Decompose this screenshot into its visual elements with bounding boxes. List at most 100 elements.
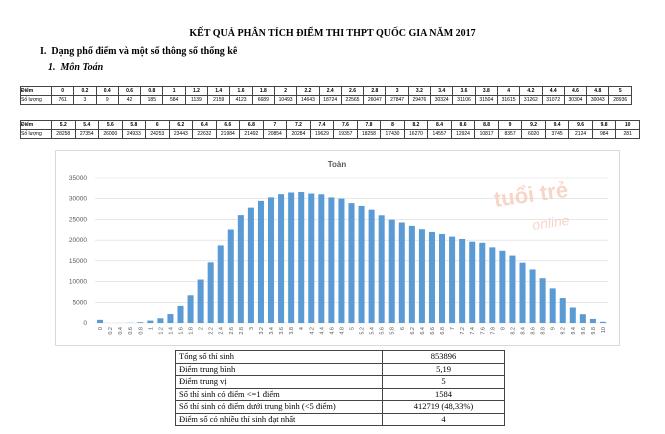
score-cell: 5.6 bbox=[98, 120, 123, 130]
score-cell: 9 bbox=[497, 120, 523, 130]
score-cell: 1.6 bbox=[229, 86, 253, 96]
score-table: Điểm 0 0.2 0.4 0.6 0.8 1 1.2 1.4 1.6 1.8 2 2.2 2.4 2.6… bbox=[20, 86, 632, 105]
x-tick-label: 5 bbox=[350, 327, 356, 330]
bar bbox=[227, 229, 234, 323]
score-cell: 8.4 bbox=[427, 120, 452, 130]
x-tick-label: 6 bbox=[400, 327, 406, 330]
score-cell: 0.8 bbox=[140, 86, 164, 96]
x-tick-label: 7 bbox=[450, 327, 456, 330]
score-cell: 7.4 bbox=[309, 120, 335, 130]
y-tick-label: 30000 bbox=[69, 196, 87, 203]
score-cell: 6.6 bbox=[215, 120, 241, 130]
score-cell: 6.4 bbox=[192, 120, 217, 130]
x-tick-label: 8 bbox=[500, 327, 506, 330]
bar bbox=[247, 207, 254, 323]
score-cell: 6 bbox=[145, 120, 170, 130]
x-tick-label: 8.4 bbox=[521, 327, 527, 335]
score-cell: 3.8 bbox=[474, 86, 498, 96]
subsection-heading: 1. Môn Toán bbox=[48, 62, 103, 73]
count-cell: 28936 bbox=[608, 95, 632, 105]
stats-value: 1584 bbox=[382, 387, 505, 401]
stats-label: Điểm trung bình bbox=[175, 362, 383, 376]
x-tick-label: 10 bbox=[601, 327, 607, 333]
score-cell: 5 bbox=[608, 86, 632, 96]
x-tick-label: 7.6 bbox=[480, 327, 486, 335]
score-cell: 1.2 bbox=[184, 86, 209, 96]
stats-row: Điểm trung bình 5,19 bbox=[175, 362, 505, 376]
bar bbox=[529, 269, 536, 323]
subsection-number: 1. bbox=[48, 62, 56, 73]
row-label: Điểm bbox=[20, 120, 52, 130]
count-cell: 10817 bbox=[474, 129, 499, 139]
count-cell: 30043 bbox=[586, 95, 610, 105]
count-cell: 22632 bbox=[192, 129, 217, 139]
stats-value: 4 bbox=[382, 412, 505, 426]
count-cell: 27354 bbox=[74, 129, 100, 139]
x-tick-label: 5.4 bbox=[370, 327, 376, 335]
stats-value: 5,19 bbox=[382, 362, 505, 376]
count-cell: 8357 bbox=[497, 129, 523, 139]
x-tick-label: 3.2 bbox=[259, 327, 265, 335]
x-tick-label: 8.8 bbox=[541, 327, 547, 335]
x-tick-label: 1.6 bbox=[179, 327, 185, 335]
watermark: online bbox=[531, 212, 570, 233]
count-cell: 28258 bbox=[51, 129, 76, 139]
score-cell: 3.2 bbox=[407, 86, 432, 96]
count-cell: 2159 bbox=[207, 95, 231, 105]
count-cell: 31106 bbox=[452, 95, 476, 105]
count-cell: 761 bbox=[50, 95, 75, 105]
count-cell: 2124 bbox=[568, 129, 593, 139]
x-tick-label: 4 bbox=[299, 327, 305, 330]
bar bbox=[288, 192, 295, 323]
count-cell: 14643 bbox=[296, 95, 320, 105]
bar bbox=[368, 209, 375, 323]
x-tick-label: 1.8 bbox=[189, 327, 195, 335]
stats-row: Số thí sinh có điểm <=1 điểm 1584 bbox=[175, 387, 505, 401]
x-tick-label: 9 bbox=[551, 327, 557, 330]
score-cell: 5.8 bbox=[121, 120, 147, 130]
x-tick-label: 1 bbox=[148, 327, 154, 330]
bar bbox=[187, 295, 194, 323]
x-tick-label: 7.8 bbox=[490, 327, 496, 335]
count-cell: 281 bbox=[615, 129, 640, 139]
x-tick-label: 5.8 bbox=[390, 327, 396, 335]
bar bbox=[579, 314, 586, 323]
y-tick-label: 5000 bbox=[73, 299, 88, 306]
bar bbox=[428, 231, 435, 323]
count-cell: 26047 bbox=[363, 95, 387, 105]
score-cell: 1.4 bbox=[207, 86, 231, 96]
bar bbox=[539, 278, 546, 323]
x-tick-label: 3.6 bbox=[279, 327, 285, 335]
bar bbox=[217, 245, 224, 323]
count-cell: 20854 bbox=[262, 129, 288, 139]
score-cell: 7.8 bbox=[356, 120, 382, 130]
row-label: Điểm bbox=[20, 86, 52, 96]
bar bbox=[439, 233, 446, 323]
count-cell: 3 bbox=[73, 95, 97, 105]
bar bbox=[278, 194, 285, 323]
score-cell: 0.6 bbox=[117, 86, 142, 96]
x-tick-label: 3 bbox=[249, 327, 255, 330]
x-tick-label: 6.6 bbox=[430, 327, 436, 335]
score-cell: 0.4 bbox=[95, 86, 119, 96]
x-tick-label: 2.6 bbox=[229, 327, 235, 335]
count-cell: 42 bbox=[117, 95, 142, 105]
bar bbox=[157, 318, 164, 323]
count-cell: 20284 bbox=[286, 129, 311, 139]
x-tick-label: 1.4 bbox=[168, 327, 174, 335]
x-tick-label: 2 bbox=[199, 327, 205, 330]
stats-label: Tổng số thí sinh bbox=[175, 350, 383, 364]
count-cell: 12924 bbox=[450, 129, 476, 139]
score-cell: 2 bbox=[273, 86, 298, 96]
x-tick-label: 6.2 bbox=[410, 327, 416, 335]
score-cell: 2.8 bbox=[363, 86, 387, 96]
score-cell: 8.2 bbox=[403, 120, 429, 130]
count-cell: 17430 bbox=[380, 129, 405, 139]
count-cell: 24253 bbox=[145, 129, 170, 139]
bar bbox=[298, 192, 305, 323]
bar bbox=[519, 262, 526, 323]
stats-row: Tổng số thí sinh 853896 bbox=[175, 350, 505, 364]
score-row: Điểm 0 0.2 0.4 0.6 0.8 1 1.2 1.4 1.6 1.8 2 2.2 2.4 2.6… bbox=[20, 86, 632, 96]
stats-value: 5 bbox=[382, 375, 505, 389]
